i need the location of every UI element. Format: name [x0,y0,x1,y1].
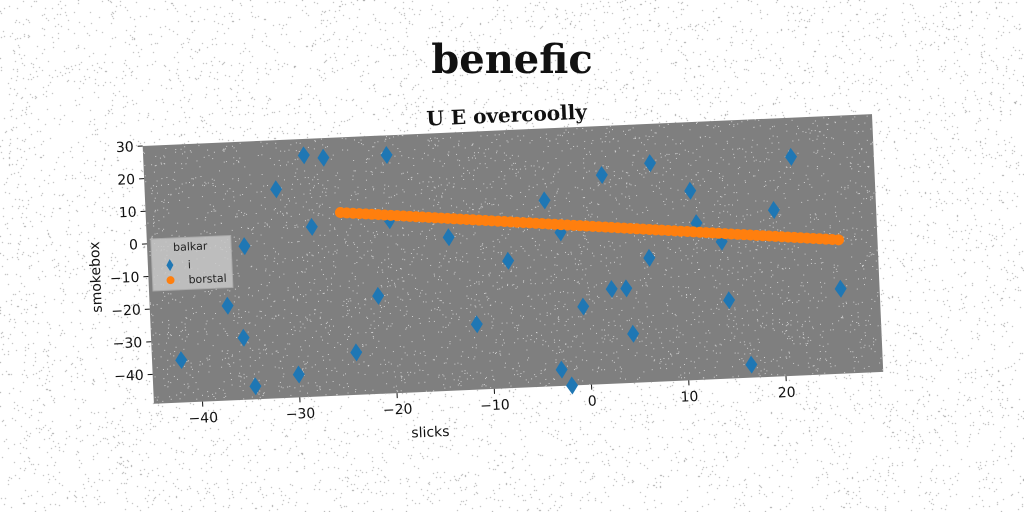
x-tick-label: −20 [383,401,413,418]
y-tick-label: −40 [114,368,144,385]
legend-label-borstal: borstal [188,272,227,287]
y-tick-label: 10 [118,205,137,222]
x-tick-label: 20 [777,385,796,402]
point-i [221,296,234,315]
x-axis-ticks: −40 −30 −20 −10 0 10 20 [188,376,796,427]
point-i [834,279,847,298]
point-i [442,228,455,247]
point-i [502,251,515,270]
figure-suptitle: benefic [431,36,593,83]
point-i [249,377,262,396]
point-i [620,279,633,298]
y-tick-label: 20 [117,172,136,189]
point-borstal [832,234,844,246]
point-i [644,154,657,173]
chart-body: U E overcoolly −40 −30 −20 −10 0 10 20 −40−30−… [87,100,884,442]
point-i [767,200,780,219]
x-tick-label: 0 [587,393,597,409]
point-i [643,248,656,267]
point-i [175,351,188,370]
x-tick-label: −40 [188,410,218,427]
x-axis-label: slicks [411,424,450,442]
point-i [305,217,318,236]
point-i [577,297,590,316]
point-i [595,165,608,184]
point-i [684,181,697,200]
point-i [470,315,483,334]
chart-title: U E overcoolly [426,100,589,131]
point-i [237,328,250,347]
point-i [372,286,385,305]
point-i [270,180,283,199]
point-i [380,145,393,164]
point-i [605,279,618,298]
point-i [292,365,305,384]
y-tick-label: −20 [111,303,141,320]
point-i [555,360,568,379]
point-i [627,324,640,343]
legend-label-i: i [188,258,192,271]
point-i [238,237,251,256]
y-tick-label: 30 [116,139,135,156]
point-i [785,147,798,166]
legend-marker-borstal [166,276,175,285]
point-i [350,343,363,362]
y-tick-label: −10 [110,270,140,287]
point-i [538,191,551,210]
y-axis-ticks: −40 −30 −20 −10 0 10 20 30 [110,139,153,385]
x-tick-label: 10 [680,389,699,406]
series-borstal [334,207,844,246]
point-i [297,146,310,165]
y-tick-label: 0 [129,237,139,253]
legend: balkar i borstal [150,234,234,292]
point-i [566,376,579,395]
point-i [723,291,736,310]
x-tick-label: −10 [480,397,510,414]
y-tick-label: −30 [112,335,142,352]
point-i [317,148,330,167]
x-tick-label: −30 [285,406,315,423]
series-i [175,145,847,396]
legend-title: balkar [173,240,208,255]
legend-marker-i [166,259,174,272]
point-i [745,355,758,374]
y-axis-label: smokebox [87,241,106,313]
